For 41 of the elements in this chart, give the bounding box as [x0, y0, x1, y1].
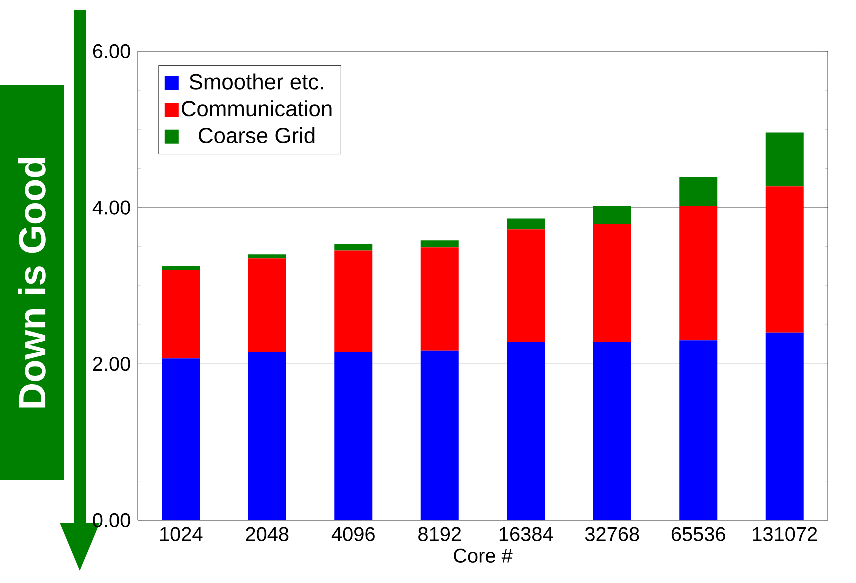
x-tick-label: 2048 [246, 527, 289, 542]
bar [680, 177, 718, 206]
x-axis-title: Core # [454, 548, 513, 563]
bar [507, 342, 546, 520]
bar [507, 218, 546, 230]
bar [334, 352, 373, 520]
legend-label: Coarse Grid [199, 127, 315, 144]
bar [420, 240, 459, 248]
bar [766, 132, 804, 187]
bar [593, 342, 632, 520]
bar [593, 206, 632, 224]
bar [334, 250, 373, 352]
bar [162, 266, 200, 270]
bar [420, 248, 459, 351]
x-tick-label: 1024 [160, 527, 203, 542]
bar [507, 230, 546, 342]
bar [162, 358, 200, 520]
bar [248, 258, 286, 352]
text: Down is Good [18, 158, 46, 408]
bar [680, 340, 718, 520]
y-tick-label: 2.00 [93, 357, 130, 372]
x-tick-label: 32768 [585, 527, 640, 542]
x-tick-label: 16384 [500, 527, 554, 542]
y-tick-label: 6.00 [93, 44, 130, 58]
legend-label: Smoother etc. [190, 74, 324, 90]
bar [420, 350, 459, 520]
bar [248, 352, 286, 520]
x-tick-label: 131072 [753, 527, 818, 542]
bar [593, 224, 632, 342]
bar [766, 186, 804, 333]
x-tick-label: 4096 [332, 527, 375, 542]
bar [766, 332, 804, 520]
bar [680, 206, 718, 341]
bar [162, 270, 200, 359]
bar [248, 254, 286, 259]
x-tick-label: 65536 [672, 527, 726, 542]
x-tick-label: 8192 [418, 527, 462, 542]
y-tick-label: 4.00 [92, 200, 130, 215]
bar [334, 244, 373, 251]
y-tick-label: 0.00 [93, 513, 130, 528]
legend-label: Communication [182, 100, 332, 117]
